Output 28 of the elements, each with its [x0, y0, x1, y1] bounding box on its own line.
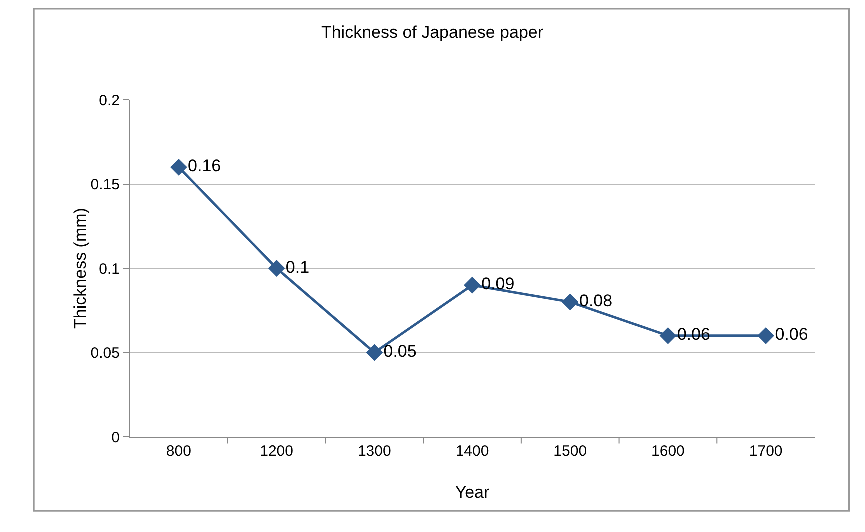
y-tick-label: 0.15 [90, 176, 120, 194]
x-tick-label: 1400 [456, 443, 490, 460]
point [758, 327, 775, 344]
y-tick-label: 0.2 [99, 92, 120, 110]
point [366, 344, 384, 362]
data-label: 0.09 [482, 274, 515, 294]
point [464, 276, 481, 294]
x-tick-label: 800 [166, 443, 192, 460]
x-axis-title: Year [455, 483, 490, 502]
x-tick-label: 1200 [260, 443, 294, 460]
data-label: 0.1 [286, 258, 310, 277]
y-tick-label: 0 [112, 429, 120, 446]
x-tick-label: 1500 [554, 443, 588, 460]
point [660, 327, 677, 344]
point [170, 158, 188, 176]
data-label: 0.05 [384, 342, 417, 361]
point [562, 294, 579, 311]
y-tick-label: 0.1 [99, 260, 120, 278]
x-tick-label: 1600 [652, 443, 685, 460]
x-tick-label: 1700 [749, 443, 783, 460]
data-label: 0.06 [775, 325, 808, 344]
x-tick-label: 1300 [358, 443, 392, 460]
data-label: 0.08 [579, 291, 613, 310]
chart-title: Thickness of Japanese paper [321, 22, 544, 42]
y-tick-label: 0.05 [90, 345, 120, 362]
y-axis-title: Thickness (mm) [71, 208, 90, 329]
point [268, 260, 286, 277]
data-label: 0.16 [188, 156, 222, 176]
